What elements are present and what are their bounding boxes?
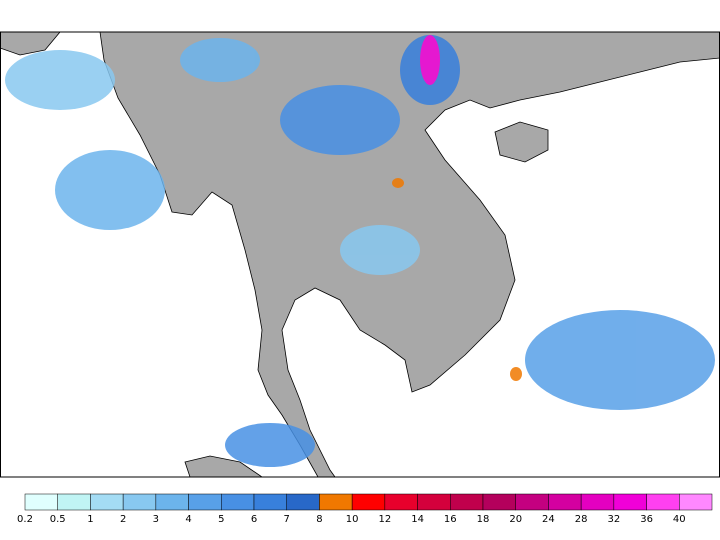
colorbar-swatch (679, 493, 713, 511)
precip-area (420, 35, 440, 85)
colorbar-swatch (646, 493, 680, 511)
precip-area (280, 85, 400, 155)
precip-area (510, 367, 522, 381)
colorbar-swatch (384, 493, 418, 511)
colorbar-label: 3 (153, 514, 159, 525)
precip-area (5, 50, 115, 110)
colorbar-label: 36 (640, 514, 653, 525)
precipitation (5, 35, 715, 467)
precip-area (225, 423, 315, 467)
colorbar-label: 18 (477, 514, 490, 525)
colorbar-label: 16 (444, 514, 457, 525)
colorbar-swatch (253, 493, 287, 511)
colorbar-swatch (57, 493, 91, 511)
colorbar-swatch (515, 493, 549, 511)
colorbar-swatch (188, 493, 222, 511)
colorbar-label: 24 (542, 514, 555, 525)
colorbar-swatch (613, 493, 647, 511)
colorbar-swatch (221, 493, 255, 511)
colorbar-label: 1 (87, 514, 93, 525)
colorbar-label: 2 (120, 514, 126, 525)
colorbar-swatch (155, 493, 189, 511)
precip-area (55, 150, 165, 230)
colorbar-swatch (24, 493, 58, 511)
sumatra (184, 455, 264, 478)
colorbar-label: 0.5 (50, 514, 66, 525)
colorbar-label: 5 (218, 514, 224, 525)
colorbar-label: 4 (185, 514, 191, 525)
colorbar-swatch (122, 493, 157, 511)
colorbar-label: 6 (251, 514, 257, 525)
precip-area (340, 225, 420, 275)
colorbar-swatch (482, 493, 516, 511)
colorbar: 0.2 0.5 1 2 3 4 5 6 7 8 10 12 14 16 18 20 24 28 32 36 40 (17, 493, 713, 525)
colorbar-swatch (351, 493, 386, 511)
colorbar-swatch (450, 493, 484, 511)
colorbar-label: 12 (378, 514, 391, 525)
colorbar-swatch (548, 493, 582, 511)
colorbar-label: 20 (509, 514, 522, 525)
precip-area (180, 38, 260, 82)
colorbar-swatch (286, 493, 320, 511)
hainan (494, 121, 549, 163)
colorbar-swatch (417, 493, 451, 511)
colorbar-label: 14 (411, 514, 424, 525)
colorbar-label: 7 (284, 514, 290, 525)
colorbar-label: 10 (346, 514, 359, 525)
colorbar-label: 0.2 (17, 514, 33, 525)
colorbar-swatch (319, 493, 353, 511)
precip-area (392, 178, 404, 188)
colorbar-swatch (580, 493, 615, 511)
colorbar-label: 32 (607, 514, 620, 525)
colorbar-swatch (90, 493, 124, 511)
precip-area (525, 310, 715, 410)
colorbar-label: 40 (673, 514, 686, 525)
colorbar-label: 8 (316, 514, 322, 525)
colorbar-label: 28 (575, 514, 588, 525)
